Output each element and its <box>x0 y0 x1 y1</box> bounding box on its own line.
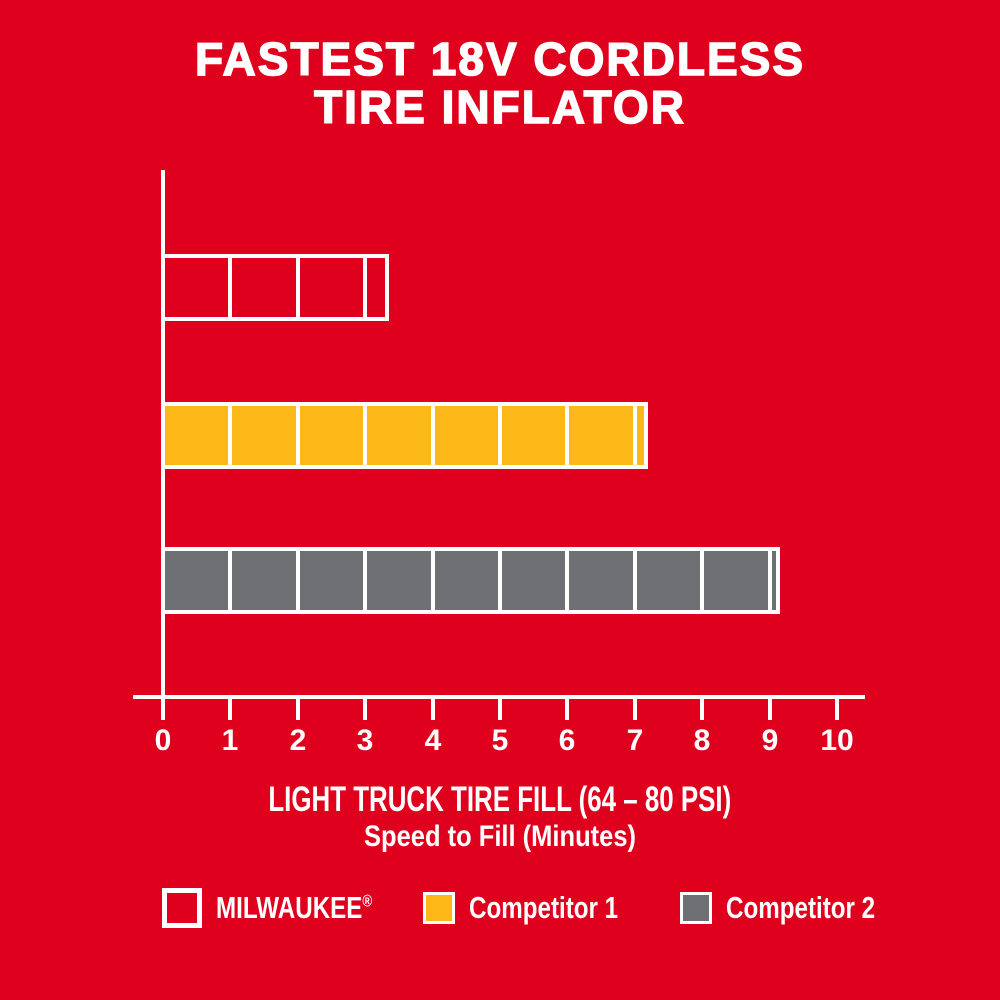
x-axis-tick-label: 6 <box>558 724 576 757</box>
competitor-1-swatch-icon <box>423 892 455 924</box>
x-axis-tick-mark <box>633 699 637 720</box>
legend-item-milwaukee: MILWAUKEE® <box>162 886 416 930</box>
x-axis-label-secondary-text: Speed to Fill (Minutes) <box>364 820 636 853</box>
x-axis-label-secondary: Speed to Fill (Minutes) <box>0 820 1000 854</box>
bar-segment-divider <box>768 551 772 610</box>
x-axis-tick-mark <box>768 699 772 720</box>
x-axis-tick-label: 8 <box>693 724 711 757</box>
bar-segment-divider <box>565 551 569 610</box>
x-axis-tick-label: 2 <box>289 724 307 757</box>
page-title: FASTEST 18V CORDLESS TIRE INFLATOR <box>0 33 1000 133</box>
x-axis-tick-mark <box>363 699 367 720</box>
legend-label-competitor-1: Competitor 1 <box>469 890 618 926</box>
bar-segment-divider <box>296 258 300 317</box>
registered-trademark-mark: ® <box>362 891 373 911</box>
x-axis-tick-label: 3 <box>356 724 374 757</box>
bar-segment-divider <box>363 551 367 610</box>
x-axis-tick-mark <box>228 699 232 720</box>
bar-segment-divider <box>228 406 232 465</box>
bar-segment-divider <box>431 406 435 465</box>
bar-segment-divider <box>633 406 637 465</box>
bar-segment-divider <box>700 551 704 610</box>
bar-segment-divider <box>498 551 502 610</box>
legend-label-milwaukee: MILWAUKEE® <box>216 890 372 926</box>
x-axis-tick-label: 7 <box>626 724 644 757</box>
bar-segment-divider <box>363 258 367 317</box>
bar-milwaukee <box>161 254 389 321</box>
bar-competitor-1 <box>161 402 648 469</box>
x-axis-tick-mark <box>431 699 435 720</box>
bar-segment-divider <box>431 551 435 610</box>
bar-segment-divider <box>565 406 569 465</box>
x-axis-label-primary: LIGHT TRUCK TIRE FILL (64 – 80 PSI) <box>0 780 1000 820</box>
bar-segment-divider <box>633 551 637 610</box>
x-axis-tick-label: 1 <box>221 724 239 757</box>
x-axis-tick-label: 0 <box>154 724 172 757</box>
bar-segment-divider <box>363 406 367 465</box>
legend-label-competitor-2: Competitor 2 <box>726 890 875 926</box>
legend-item-competitor-2: Competitor 2 <box>680 886 917 930</box>
bar-segment-divider <box>296 551 300 610</box>
bar-competitor-2 <box>161 547 780 614</box>
x-axis-label-primary-text: LIGHT TRUCK TIRE FILL (64 – 80 PSI) <box>268 780 732 819</box>
x-axis-line <box>133 695 865 699</box>
x-axis-tick-mark <box>565 699 569 720</box>
legend-label-milwaukee-text: MILWAUKEE <box>216 890 363 925</box>
page-title-line-2: TIRE INFLATOR <box>313 80 686 133</box>
competitor-2-swatch-icon <box>680 892 712 924</box>
x-axis-tick-mark <box>700 699 704 720</box>
legend-label-competitor-2-text: Competitor 2 <box>726 890 876 925</box>
bar-segment-divider <box>498 406 502 465</box>
x-axis-tick-label: 10 <box>820 724 854 757</box>
bar-segment-divider <box>296 406 300 465</box>
x-axis-tick-label: 4 <box>424 724 442 757</box>
x-axis-tick-mark <box>296 699 300 720</box>
milwaukee-swatch-icon <box>162 888 202 928</box>
legend-item-competitor-1: Competitor 1 <box>423 886 660 930</box>
x-axis-tick-mark <box>498 699 502 720</box>
bar-segment-divider <box>228 551 232 610</box>
bar-segment-divider <box>228 258 232 317</box>
x-axis-tick-mark <box>835 699 839 720</box>
x-axis-tick-label: 9 <box>761 724 779 757</box>
x-axis-tick-label: 5 <box>491 724 509 757</box>
legend-label-competitor-1-text: Competitor 1 <box>469 890 619 925</box>
page-title-line-1: FASTEST 18V CORDLESS <box>194 33 805 85</box>
